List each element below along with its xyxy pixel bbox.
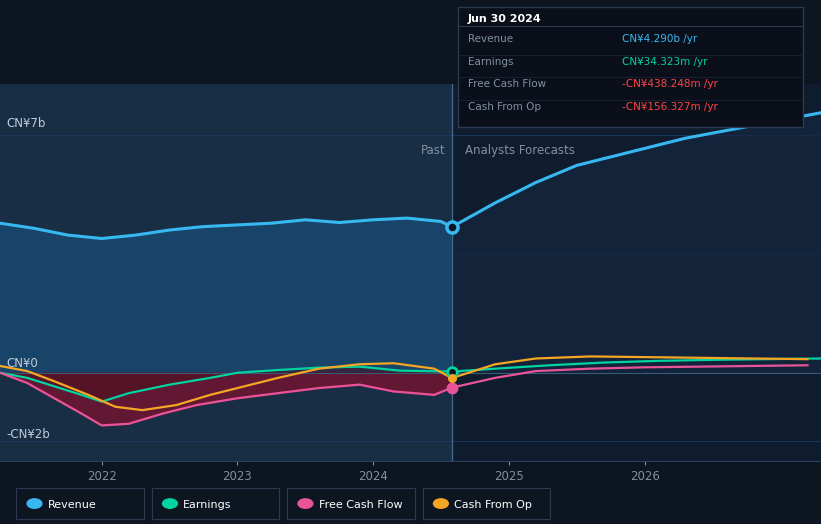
Text: Earnings: Earnings xyxy=(468,57,513,67)
Text: Cash From Op: Cash From Op xyxy=(468,102,541,112)
Text: Revenue: Revenue xyxy=(48,500,96,510)
Text: CN¥34.323m /yr: CN¥34.323m /yr xyxy=(622,57,708,67)
Text: Jun 30 2024: Jun 30 2024 xyxy=(468,14,542,24)
Text: Cash From Op: Cash From Op xyxy=(454,500,532,510)
Text: -CN¥156.327m /yr: -CN¥156.327m /yr xyxy=(622,102,718,112)
Text: Free Cash Flow: Free Cash Flow xyxy=(319,500,402,510)
Bar xyxy=(0,84,452,461)
Text: CN¥4.290b /yr: CN¥4.290b /yr xyxy=(622,34,698,44)
Text: -CN¥438.248m /yr: -CN¥438.248m /yr xyxy=(622,79,718,89)
Bar xyxy=(452,84,821,461)
Text: CN¥7b: CN¥7b xyxy=(7,117,46,130)
Text: -CN¥2b: -CN¥2b xyxy=(7,428,51,441)
Text: Analysts Forecasts: Analysts Forecasts xyxy=(466,144,576,157)
Text: Past: Past xyxy=(420,144,445,157)
Text: Free Cash Flow: Free Cash Flow xyxy=(468,79,546,89)
Text: CN¥0: CN¥0 xyxy=(7,357,39,370)
Text: Revenue: Revenue xyxy=(468,34,513,44)
Text: Earnings: Earnings xyxy=(183,500,232,510)
